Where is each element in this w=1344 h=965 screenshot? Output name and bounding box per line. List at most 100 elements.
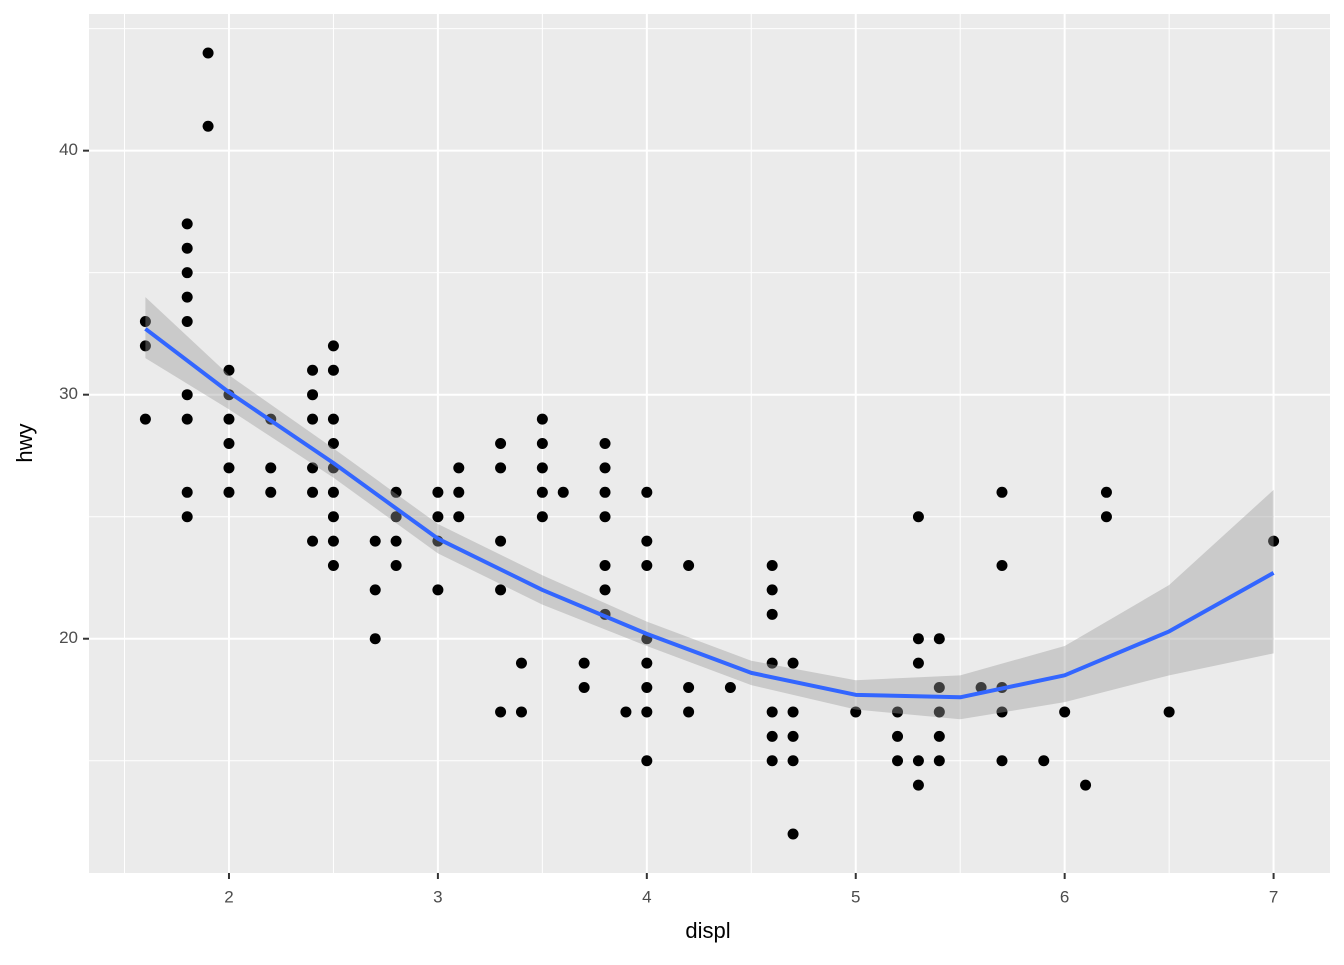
point: [202, 47, 214, 59]
point: [181, 218, 193, 230]
point: [641, 755, 653, 767]
x-axis-title: displ: [685, 918, 730, 943]
smooth-line: [144, 327, 1275, 700]
point: [223, 413, 235, 425]
point: [766, 560, 778, 572]
point: [327, 438, 339, 449]
point: [641, 486, 653, 498]
point: [912, 633, 924, 645]
y-tick-label: 30: [59, 384, 78, 403]
point: [307, 535, 319, 547]
point: [683, 560, 695, 572]
point: [1100, 486, 1112, 498]
point: [327, 364, 339, 376]
point: [536, 438, 548, 449]
point: [787, 706, 799, 718]
confidence-band: [145, 297, 1274, 720]
point: [223, 486, 235, 498]
point: [495, 438, 507, 449]
point: [327, 560, 339, 572]
point: [578, 657, 590, 669]
point: [369, 633, 381, 645]
point: [892, 706, 904, 718]
point: [1038, 755, 1050, 767]
point: [578, 682, 590, 694]
point: [432, 486, 444, 498]
point: [766, 706, 778, 718]
point: [536, 462, 548, 474]
point: [787, 730, 799, 742]
point: [139, 413, 151, 425]
point: [787, 828, 799, 840]
x-tick-label: 4: [642, 887, 651, 906]
point: [599, 486, 611, 498]
point: [181, 242, 193, 254]
point: [327, 486, 339, 498]
point: [223, 462, 235, 474]
point: [599, 584, 611, 596]
point: [495, 584, 507, 596]
point: [599, 438, 611, 449]
point: [641, 535, 653, 547]
point: [369, 535, 381, 547]
point: [307, 486, 319, 498]
point: [181, 291, 193, 303]
point: [495, 462, 507, 474]
point: [996, 755, 1008, 767]
point: [453, 462, 465, 474]
point: [181, 315, 193, 327]
point: [892, 755, 904, 767]
point: [181, 511, 193, 523]
point: [390, 535, 402, 547]
point: [327, 535, 339, 547]
point: [641, 560, 653, 572]
point: [327, 413, 339, 425]
point: [641, 682, 653, 694]
point: [453, 486, 465, 498]
point: [996, 486, 1008, 498]
point: [432, 584, 444, 596]
point: [307, 462, 319, 474]
point: [265, 462, 277, 474]
point: [787, 755, 799, 767]
point: [536, 511, 548, 523]
point: [912, 755, 924, 767]
point: [536, 413, 548, 425]
point: [850, 706, 862, 718]
point: [536, 486, 548, 498]
point: [766, 730, 778, 742]
point: [599, 511, 611, 523]
point: [307, 364, 319, 376]
point: [1268, 535, 1280, 547]
x-tick-label: 2: [224, 887, 233, 906]
point: [515, 706, 527, 718]
x-tick-label: 6: [1060, 887, 1069, 906]
point: [139, 340, 151, 352]
point: [181, 486, 193, 498]
point: [1059, 706, 1071, 718]
point: [933, 730, 945, 742]
y-tick-label: 40: [59, 140, 78, 159]
point: [933, 633, 945, 645]
point: [515, 657, 527, 669]
point: [996, 706, 1008, 718]
x-tick-label: 7: [1269, 887, 1278, 906]
point: [641, 706, 653, 718]
point: [1100, 511, 1112, 523]
point: [933, 682, 945, 694]
point: [181, 267, 193, 279]
point: [933, 706, 945, 718]
point: [912, 657, 924, 669]
point: [202, 120, 214, 132]
point: [390, 560, 402, 572]
point: [557, 486, 569, 498]
point: [495, 706, 507, 718]
point: [766, 584, 778, 596]
point: [766, 657, 778, 669]
point: [787, 657, 799, 669]
point: [933, 755, 945, 767]
point: [620, 706, 632, 718]
point: [139, 315, 151, 327]
point: [390, 486, 402, 498]
